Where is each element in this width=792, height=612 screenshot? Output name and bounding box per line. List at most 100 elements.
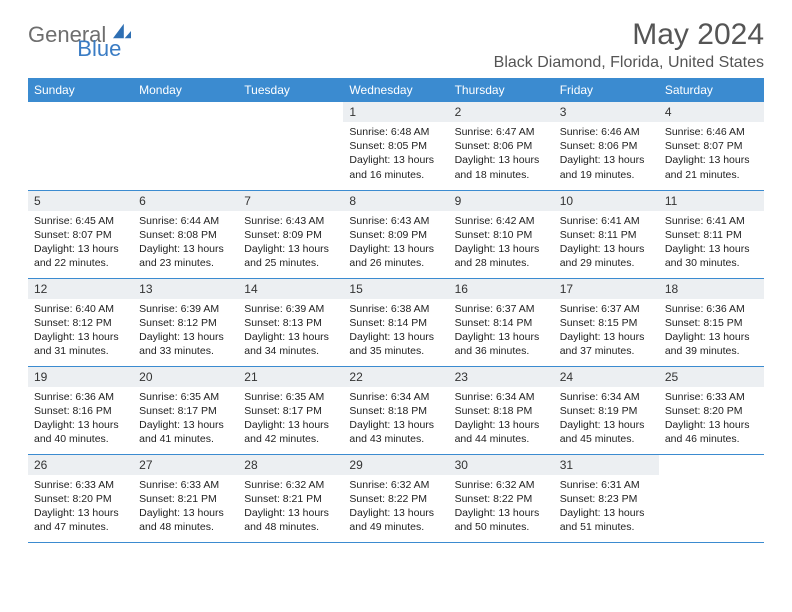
calendar-cell: 13Sunrise: 6:39 AMSunset: 8:12 PMDayligh… (133, 278, 238, 366)
calendar-cell: 8 Sunrise: 6:43 AMSunset: 8:09 PMDaylight… (343, 190, 448, 278)
daylight-line: Daylight: 13 hours and 36 minutes. (455, 330, 548, 358)
calendar-cell: 4Sunrise: 6:46 AMSunset: 8:07 PMDaylight… (659, 102, 764, 190)
daylight-line: Daylight: 13 hours and 43 minutes. (349, 418, 442, 446)
daylight-line: Daylight: 13 hours and 29 minutes. (560, 242, 653, 270)
sunset-line: Sunset: 8:10 PM (455, 228, 548, 242)
calendar-cell: 14Sunrise: 6:39 AMSunset: 8:13 PMDayligh… (238, 278, 343, 366)
sunset-line: Sunset: 8:11 PM (665, 228, 758, 242)
day-number: 27 (133, 455, 238, 475)
title-block: May 2024 Black Diamond, Florida, United … (494, 18, 764, 72)
daylight-line: Daylight: 13 hours and 46 minutes. (665, 418, 758, 446)
sunrise-line: Sunrise: 6:37 AM (455, 302, 548, 316)
daylight-line: Daylight: 13 hours and 21 minutes. (665, 153, 758, 181)
calendar-cell: 1Sunrise: 6:48 AMSunset: 8:05 PMDaylight… (343, 102, 448, 190)
calendar-week: 1Sunrise: 6:48 AMSunset: 8:05 PMDaylight… (28, 102, 764, 190)
calendar-cell: 18Sunrise: 6:36 AMSunset: 8:15 PMDayligh… (659, 278, 764, 366)
calendar-table: Sunday Monday Tuesday Wednesday Thursday… (28, 78, 764, 543)
sunset-line: Sunset: 8:05 PM (349, 139, 442, 153)
day-number: 24 (554, 367, 659, 387)
day-details: Sunrise: 6:46 AMSunset: 8:06 PMDaylight:… (554, 122, 659, 186)
day-details: Sunrise: 6:48 AMSunset: 8:05 PMDaylight:… (343, 122, 448, 186)
calendar-cell: 23Sunrise: 6:34 AMSunset: 8:18 PMDayligh… (449, 366, 554, 454)
col-wednesday: Wednesday (343, 78, 448, 102)
logo-blue: Blue (77, 36, 121, 62)
sunset-line: Sunset: 8:17 PM (244, 404, 337, 418)
day-details: Sunrise: 6:42 AMSunset: 8:10 PMDaylight:… (449, 211, 554, 275)
calendar-cell: 3Sunrise: 6:46 AMSunset: 8:06 PMDaylight… (554, 102, 659, 190)
sunset-line: Sunset: 8:14 PM (349, 316, 442, 330)
day-number: 8 (343, 191, 448, 211)
day-details: Sunrise: 6:41 AMSunset: 8:11 PMDaylight:… (554, 211, 659, 275)
day-header-row: Sunday Monday Tuesday Wednesday Thursday… (28, 78, 764, 102)
day-details: Sunrise: 6:41 AMSunset: 8:11 PMDaylight:… (659, 211, 764, 275)
sunset-line: Sunset: 8:09 PM (349, 228, 442, 242)
day-details: Sunrise: 6:47 AMSunset: 8:06 PMDaylight:… (449, 122, 554, 186)
calendar-cell: 27Sunrise: 6:33 AMSunset: 8:21 PMDayligh… (133, 454, 238, 542)
sunrise-line: Sunrise: 6:44 AM (139, 214, 232, 228)
sunset-line: Sunset: 8:16 PM (34, 404, 127, 418)
day-details: Sunrise: 6:32 AMSunset: 8:22 PMDaylight:… (343, 475, 448, 539)
sunset-line: Sunset: 8:18 PM (349, 404, 442, 418)
daylight-line: Daylight: 13 hours and 37 minutes. (560, 330, 653, 358)
calendar-cell: 20Sunrise: 6:35 AMSunset: 8:17 PMDayligh… (133, 366, 238, 454)
calendar-cell (28, 102, 133, 190)
calendar-cell: 30Sunrise: 6:32 AMSunset: 8:22 PMDayligh… (449, 454, 554, 542)
calendar-cell: 6Sunrise: 6:44 AMSunset: 8:08 PMDaylight… (133, 190, 238, 278)
sunset-line: Sunset: 8:21 PM (139, 492, 232, 506)
sunrise-line: Sunrise: 6:35 AM (139, 390, 232, 404)
sunrise-line: Sunrise: 6:34 AM (560, 390, 653, 404)
daylight-line: Daylight: 13 hours and 26 minutes. (349, 242, 442, 270)
calendar-cell: 19Sunrise: 6:36 AMSunset: 8:16 PMDayligh… (28, 366, 133, 454)
day-number: 15 (343, 279, 448, 299)
day-details: Sunrise: 6:31 AMSunset: 8:23 PMDaylight:… (554, 475, 659, 539)
sunrise-line: Sunrise: 6:47 AM (455, 125, 548, 139)
sunset-line: Sunset: 8:15 PM (560, 316, 653, 330)
col-sunday: Sunday (28, 78, 133, 102)
day-number: 9 (449, 191, 554, 211)
day-number: 13 (133, 279, 238, 299)
day-number: 14 (238, 279, 343, 299)
day-details: Sunrise: 6:33 AMSunset: 8:21 PMDaylight:… (133, 475, 238, 539)
day-number: 20 (133, 367, 238, 387)
location: Black Diamond, Florida, United States (494, 54, 764, 72)
daylight-line: Daylight: 13 hours and 18 minutes. (455, 153, 548, 181)
day-number: 3 (554, 102, 659, 122)
sunset-line: Sunset: 8:18 PM (455, 404, 548, 418)
day-details: Sunrise: 6:32 AMSunset: 8:21 PMDaylight:… (238, 475, 343, 539)
day-details: Sunrise: 6:36 AMSunset: 8:15 PMDaylight:… (659, 299, 764, 363)
daylight-line: Daylight: 13 hours and 48 minutes. (244, 506, 337, 534)
sunset-line: Sunset: 8:14 PM (455, 316, 548, 330)
day-number: 21 (238, 367, 343, 387)
day-details: Sunrise: 6:36 AMSunset: 8:16 PMDaylight:… (28, 387, 133, 451)
sunrise-line: Sunrise: 6:43 AM (244, 214, 337, 228)
sunset-line: Sunset: 8:19 PM (560, 404, 653, 418)
daylight-line: Daylight: 13 hours and 48 minutes. (139, 506, 232, 534)
header: General Blue May 2024 Black Diamond, Flo… (28, 18, 764, 72)
daylight-line: Daylight: 13 hours and 19 minutes. (560, 153, 653, 181)
day-details: Sunrise: 6:34 AMSunset: 8:19 PMDaylight:… (554, 387, 659, 451)
sunrise-line: Sunrise: 6:43 AM (349, 214, 442, 228)
sunrise-line: Sunrise: 6:41 AM (560, 214, 653, 228)
day-number: 30 (449, 455, 554, 475)
calendar-cell: 26Sunrise: 6:33 AMSunset: 8:20 PMDayligh… (28, 454, 133, 542)
day-number: 6 (133, 191, 238, 211)
daylight-line: Daylight: 13 hours and 42 minutes. (244, 418, 337, 446)
daylight-line: Daylight: 13 hours and 22 minutes. (34, 242, 127, 270)
daylight-line: Daylight: 13 hours and 50 minutes. (455, 506, 548, 534)
col-thursday: Thursday (449, 78, 554, 102)
calendar-cell (133, 102, 238, 190)
daylight-line: Daylight: 13 hours and 34 minutes. (244, 330, 337, 358)
day-number: 2 (449, 102, 554, 122)
sunset-line: Sunset: 8:11 PM (560, 228, 653, 242)
day-details: Sunrise: 6:34 AMSunset: 8:18 PMDaylight:… (449, 387, 554, 451)
calendar-body: 1Sunrise: 6:48 AMSunset: 8:05 PMDaylight… (28, 102, 764, 542)
day-details: Sunrise: 6:39 AMSunset: 8:12 PMDaylight:… (133, 299, 238, 363)
sunset-line: Sunset: 8:07 PM (34, 228, 127, 242)
sunrise-line: Sunrise: 6:33 AM (665, 390, 758, 404)
day-details: Sunrise: 6:43 AMSunset: 8:09 PMDaylight:… (238, 211, 343, 275)
calendar-cell: 22Sunrise: 6:34 AMSunset: 8:18 PMDayligh… (343, 366, 448, 454)
sunset-line: Sunset: 8:13 PM (244, 316, 337, 330)
day-number: 22 (343, 367, 448, 387)
sunrise-line: Sunrise: 6:48 AM (349, 125, 442, 139)
calendar-cell (238, 102, 343, 190)
